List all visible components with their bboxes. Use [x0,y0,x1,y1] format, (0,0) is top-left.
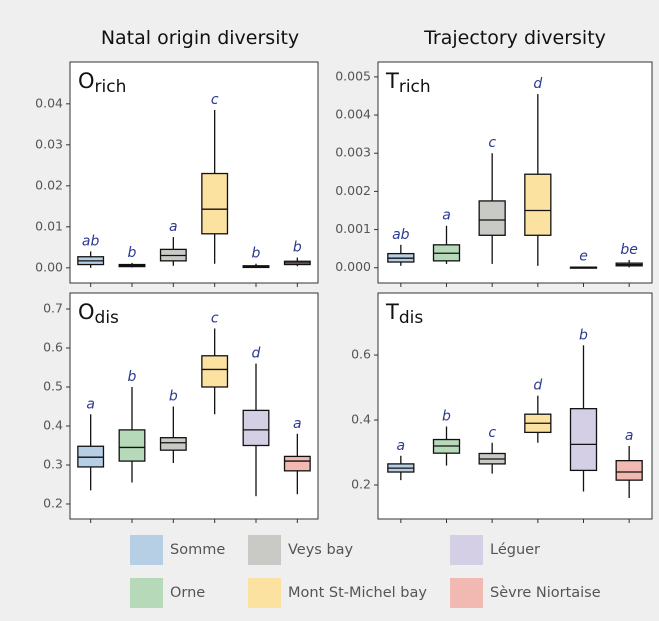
panel-label: Trich [385,69,431,97]
group-letter: b [293,240,302,256]
y-tick-label: 0.6 [351,347,371,362]
group-letter: d [533,378,542,394]
panel-label: Tdis [385,300,423,328]
box [569,408,598,472]
group-letter: c [211,310,219,326]
group-letter: a [442,208,451,224]
panel-label-sub: dis [95,308,120,328]
group-letter: b [128,245,137,261]
panel-label-sub: dis [399,308,424,328]
legend-swatch [130,578,163,608]
group-letter: a [293,416,302,432]
group-letter: c [488,135,496,151]
panel-label-main: T [385,69,399,93]
y-tick-label: 0.02 [35,177,63,192]
column-title: Natal origin diversity [101,27,299,49]
panel-label: Odis [78,300,119,328]
y-tick-label: 0.00 [35,259,63,274]
group-letter: b [442,409,451,425]
group-letter: b [128,369,137,385]
y-tick-label: 0.01 [35,218,63,233]
y-tick-label: 0.2 [43,495,63,510]
y-tick-label: 0.4 [351,412,371,427]
group-letter: c [211,92,219,108]
y-tick-label: 0.3 [43,456,63,471]
y-tick-label: 0.000 [335,259,371,274]
group-letter: ab [82,233,100,249]
box [159,437,187,451]
group-letter: e [579,249,588,265]
y-tick-label: 0.003 [335,145,371,160]
y-tick-label: 0.6 [43,339,63,354]
panel [69,61,319,284]
y-tick-label: 0.005 [335,68,371,83]
y-tick-label: 0.7 [43,300,63,315]
group-letter: b [252,246,261,262]
panel-label-main: O [78,300,95,324]
y-tick-label: 0.001 [335,221,371,236]
group-letter: b [169,388,178,404]
y-tick-label: 0.03 [35,136,63,151]
box [524,173,552,236]
panel-label-sub: rich [95,77,127,97]
group-letter: ab [392,227,410,243]
group-letter: a [169,219,178,235]
panel-label-main: O [78,69,95,93]
legend-label: Veys bay [288,542,354,558]
legend-label: Sèvre Niortaise [490,585,601,601]
column-title: Trajectory diversity [423,27,606,49]
legend-swatch [248,535,281,565]
group-letter: c [488,425,496,441]
box [118,429,146,462]
box [615,459,643,481]
panel-label-sub: rich [399,77,431,97]
group-letter: be [620,242,638,258]
group-letter: b [579,327,588,343]
y-tick-label: 0.04 [35,95,63,110]
panel-label: Orich [78,69,126,97]
panel [69,292,319,520]
legend-label: Léguer [490,542,540,558]
group-letter: d [252,346,261,362]
box [283,455,311,472]
panel [377,292,653,520]
y-tick-label: 0.4 [43,417,63,432]
panel-label-main: T [385,300,399,324]
legend-swatch [248,578,281,608]
legend-swatch [450,578,483,608]
y-tick-label: 0.2 [351,477,371,492]
legend-swatch [450,535,483,565]
y-tick-label: 0.5 [43,378,63,393]
box [201,355,229,388]
y-tick-label: 0.004 [335,107,371,122]
group-letter: a [86,396,95,412]
legend-label: Mont St-Michel bay [288,585,427,601]
legend-label: Somme [170,542,225,558]
group-letter: d [533,76,542,92]
legend-label: Orne [170,585,205,601]
panel [377,61,653,284]
group-letter: a [625,428,634,444]
box [242,409,270,447]
group-letter: a [397,438,406,454]
y-tick-label: 0.002 [335,183,371,198]
legend-swatch [130,535,163,565]
box [201,172,229,235]
box [478,200,506,236]
